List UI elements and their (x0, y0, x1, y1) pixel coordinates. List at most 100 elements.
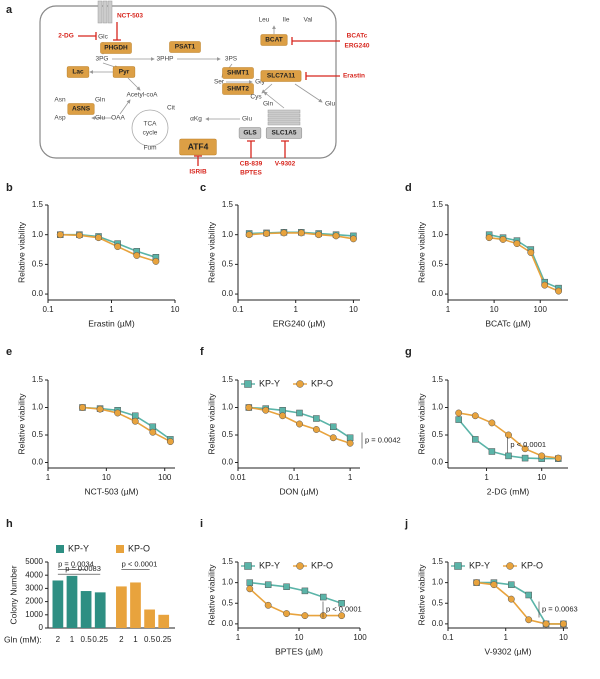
y-tick-label: 1.0 (32, 403, 44, 412)
point (279, 412, 287, 420)
panel-letter: b (6, 182, 13, 194)
x-tick-label: 1 (446, 305, 451, 314)
diagram-label: ASNS (72, 106, 91, 113)
point (166, 438, 174, 446)
x-tick-label: 10 (537, 473, 546, 482)
x-tick-label: 10 (559, 633, 568, 642)
y-tick-label: 4000 (25, 570, 43, 579)
x-tick-label: 0.1 (42, 305, 54, 314)
y-tick-label: 1.5 (32, 200, 44, 209)
point (332, 232, 340, 240)
label-box (66, 66, 90, 78)
y-tick-label: 0.5 (222, 259, 234, 268)
point (455, 409, 463, 417)
diagram-label: BPTES (240, 170, 262, 177)
diagram-label: Ile (283, 17, 290, 24)
y-tick-label: 0.0 (222, 458, 234, 467)
legend-label: KP-O (521, 560, 543, 570)
y-tick-label: 0.0 (222, 619, 234, 628)
diagram-label: Leu (259, 17, 270, 24)
diagram-label: Val (304, 17, 313, 24)
x-tick-label: 0.1 (232, 305, 244, 314)
y-axis-label: Relative viability (206, 393, 216, 455)
point (508, 581, 515, 588)
bar (66, 575, 78, 628)
point (542, 620, 550, 628)
bar (80, 591, 92, 628)
panel-letter: g (405, 346, 412, 358)
diagram-label: BCAT (265, 37, 283, 44)
point (79, 404, 86, 411)
diagram-label: Fum (144, 145, 157, 152)
curve (60, 233, 157, 259)
x-axis-label: Erastin (µM) (88, 318, 135, 328)
y-tick-label: 5000 (25, 557, 43, 566)
x-tick-label: 2 (56, 635, 61, 644)
diagram-label: SHMT1 (227, 70, 249, 77)
point (283, 610, 290, 618)
bar (116, 586, 127, 628)
y-tick-label: 0.5 (222, 430, 234, 439)
x-axis-label: DON (µM) (280, 486, 319, 496)
legend-label: KP-Y (259, 560, 280, 570)
diagram-label: ISRIB (189, 169, 207, 176)
x-tick-label: 1 (348, 473, 353, 482)
y-tick-label: 1000 (25, 610, 43, 619)
x-axis-label: BPTES (µM) (275, 646, 323, 656)
point (312, 426, 320, 433)
curve (488, 233, 559, 289)
label-box (222, 83, 254, 95)
label-box (222, 67, 254, 79)
y-axis-label: Relative viability (206, 221, 216, 283)
x-tick-label: 0.5 (81, 635, 93, 644)
panel-letter: a (6, 4, 13, 16)
diagram-label: Cit (167, 105, 175, 112)
y-tick-label: 1.5 (32, 375, 44, 384)
legend-marker (454, 562, 462, 570)
legend-label: KP-Y (469, 560, 490, 570)
point (315, 231, 323, 239)
y-axis-label: Colony Number (8, 565, 18, 624)
x-tick-label: 1 (46, 473, 51, 482)
diagram-label: Glu (325, 101, 336, 108)
diagram-label: Lac (72, 69, 84, 76)
point (505, 431, 512, 439)
diagram-label: Glu (95, 115, 106, 122)
point (521, 454, 529, 462)
legend-marker (296, 380, 304, 388)
bar (130, 582, 141, 628)
diagram-label: SHMT2 (227, 86, 249, 93)
point (283, 583, 290, 590)
y-tick-label: 1.5 (432, 200, 444, 209)
diagram: a (6, 0, 340, 166)
y-axis-label: Relative viability (416, 393, 426, 455)
diagram-label: GLS (243, 130, 257, 137)
point (349, 235, 357, 243)
diagram-label: V-9302 (275, 161, 296, 168)
point (455, 416, 462, 423)
point (246, 585, 254, 593)
diagram-label: Asp (54, 115, 66, 122)
panel-letter: h (6, 518, 13, 530)
point (297, 229, 305, 237)
annotation: p = 0.0063 (542, 604, 578, 613)
point (114, 243, 122, 251)
legend-label: KP-O (311, 378, 333, 388)
bar (94, 592, 106, 628)
curve (476, 581, 564, 625)
legend-marker (244, 380, 252, 388)
point (488, 448, 496, 455)
x-axis-label: Gln (mM): (4, 634, 42, 644)
y-axis-label: Relative viability (16, 393, 26, 455)
legend-label: KP-O (128, 543, 150, 553)
point (559, 620, 567, 628)
y-tick-label: 0.0 (222, 289, 234, 298)
y-tick-label: 0.0 (432, 458, 444, 467)
bar (158, 614, 170, 628)
y-axis-label: Relative viability (16, 221, 26, 283)
x-tick-label: 10 (102, 473, 111, 482)
legend-marker (506, 562, 514, 570)
y-tick-label: 1.0 (432, 230, 444, 239)
diagram-label: 3PHP (157, 56, 174, 63)
